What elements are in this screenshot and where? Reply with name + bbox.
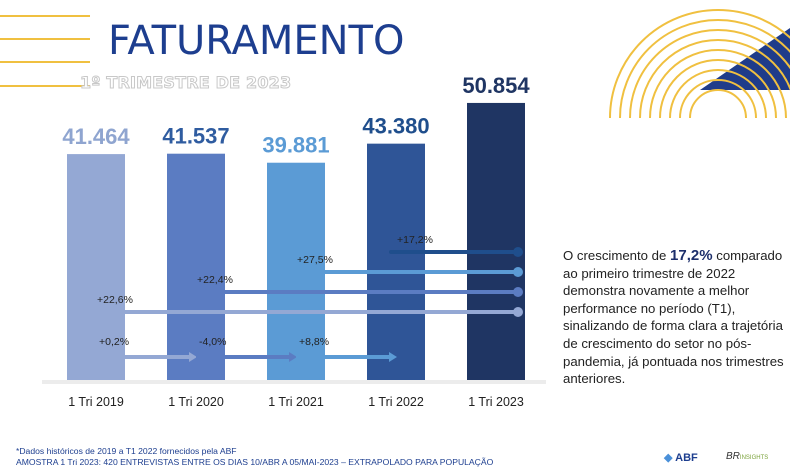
growth-label: +27,5% [297,254,333,266]
growth-label: +17,2% [397,234,433,246]
yoy-arrow-head [189,352,197,362]
footnote-source: *Dados históricos de 2019 a T1 2022 forn… [16,446,237,456]
bar-value-label: 50.854 [462,73,530,98]
yoy-label: +8,8% [299,336,329,348]
x-tick-label: 1 Tri 2023 [468,395,524,409]
x-tick-label: 1 Tri 2019 [68,395,124,409]
x-tick-label: 1 Tri 2020 [168,395,224,409]
growth-arrow-head [513,287,523,297]
growth-arrow-head [513,247,523,257]
x-tick-label: 1 Tri 2022 [368,395,424,409]
growth-description: O crescimento de 17,2% comparado ao prim… [563,247,784,387]
bar-1 Tri 2022 [367,143,425,380]
abf-logo: ◆ ABF [664,452,698,464]
yoy-label: +0,2% [99,336,129,348]
revenue-bar-chart: 41.464 1 Tri 2019 41.537 1 Tri 2020 39.881 1 … [42,73,546,409]
growth-arrow-head [513,307,523,317]
growth-arrow-head [513,267,523,277]
abf-logo-icon: ◆ [664,452,673,464]
yoy-label: -4,0% [199,336,226,348]
decorative-lines [0,15,90,87]
yoy-arrow-head [289,352,297,362]
bri-logo: BRINSIGHTS [726,451,769,462]
bar-1 Tri 2019 [67,154,125,380]
footnote: *Dados históricos de 2019 a T1 2022 forn… [16,446,493,468]
bar-value-label: 39.881 [262,133,329,158]
bar-1 Tri 2020 [167,153,225,380]
bar-1 Tri 2023 [467,102,525,380]
growth-label: +22,4% [197,274,233,286]
x-tick-label: 1 Tri 2021 [268,395,324,409]
page-title: FATURAMENTO [108,18,405,64]
yoy-arrow-head [389,352,397,362]
bar-value-label: 41.537 [162,124,229,149]
growth-highlight: 17,2% [670,247,713,264]
footnote-sample: AMOSTRA 1 Tri 2023: 420 ENTREVISTAS ENTR… [16,457,494,467]
page-subtitle: 1º TRIMESTRE DE 2023 [79,73,292,93]
chart-baseline [42,380,546,384]
bar-value-label: 43.380 [362,114,429,139]
growth-label: +22,6% [97,294,133,306]
bar-value-label: 41.464 [62,124,130,149]
